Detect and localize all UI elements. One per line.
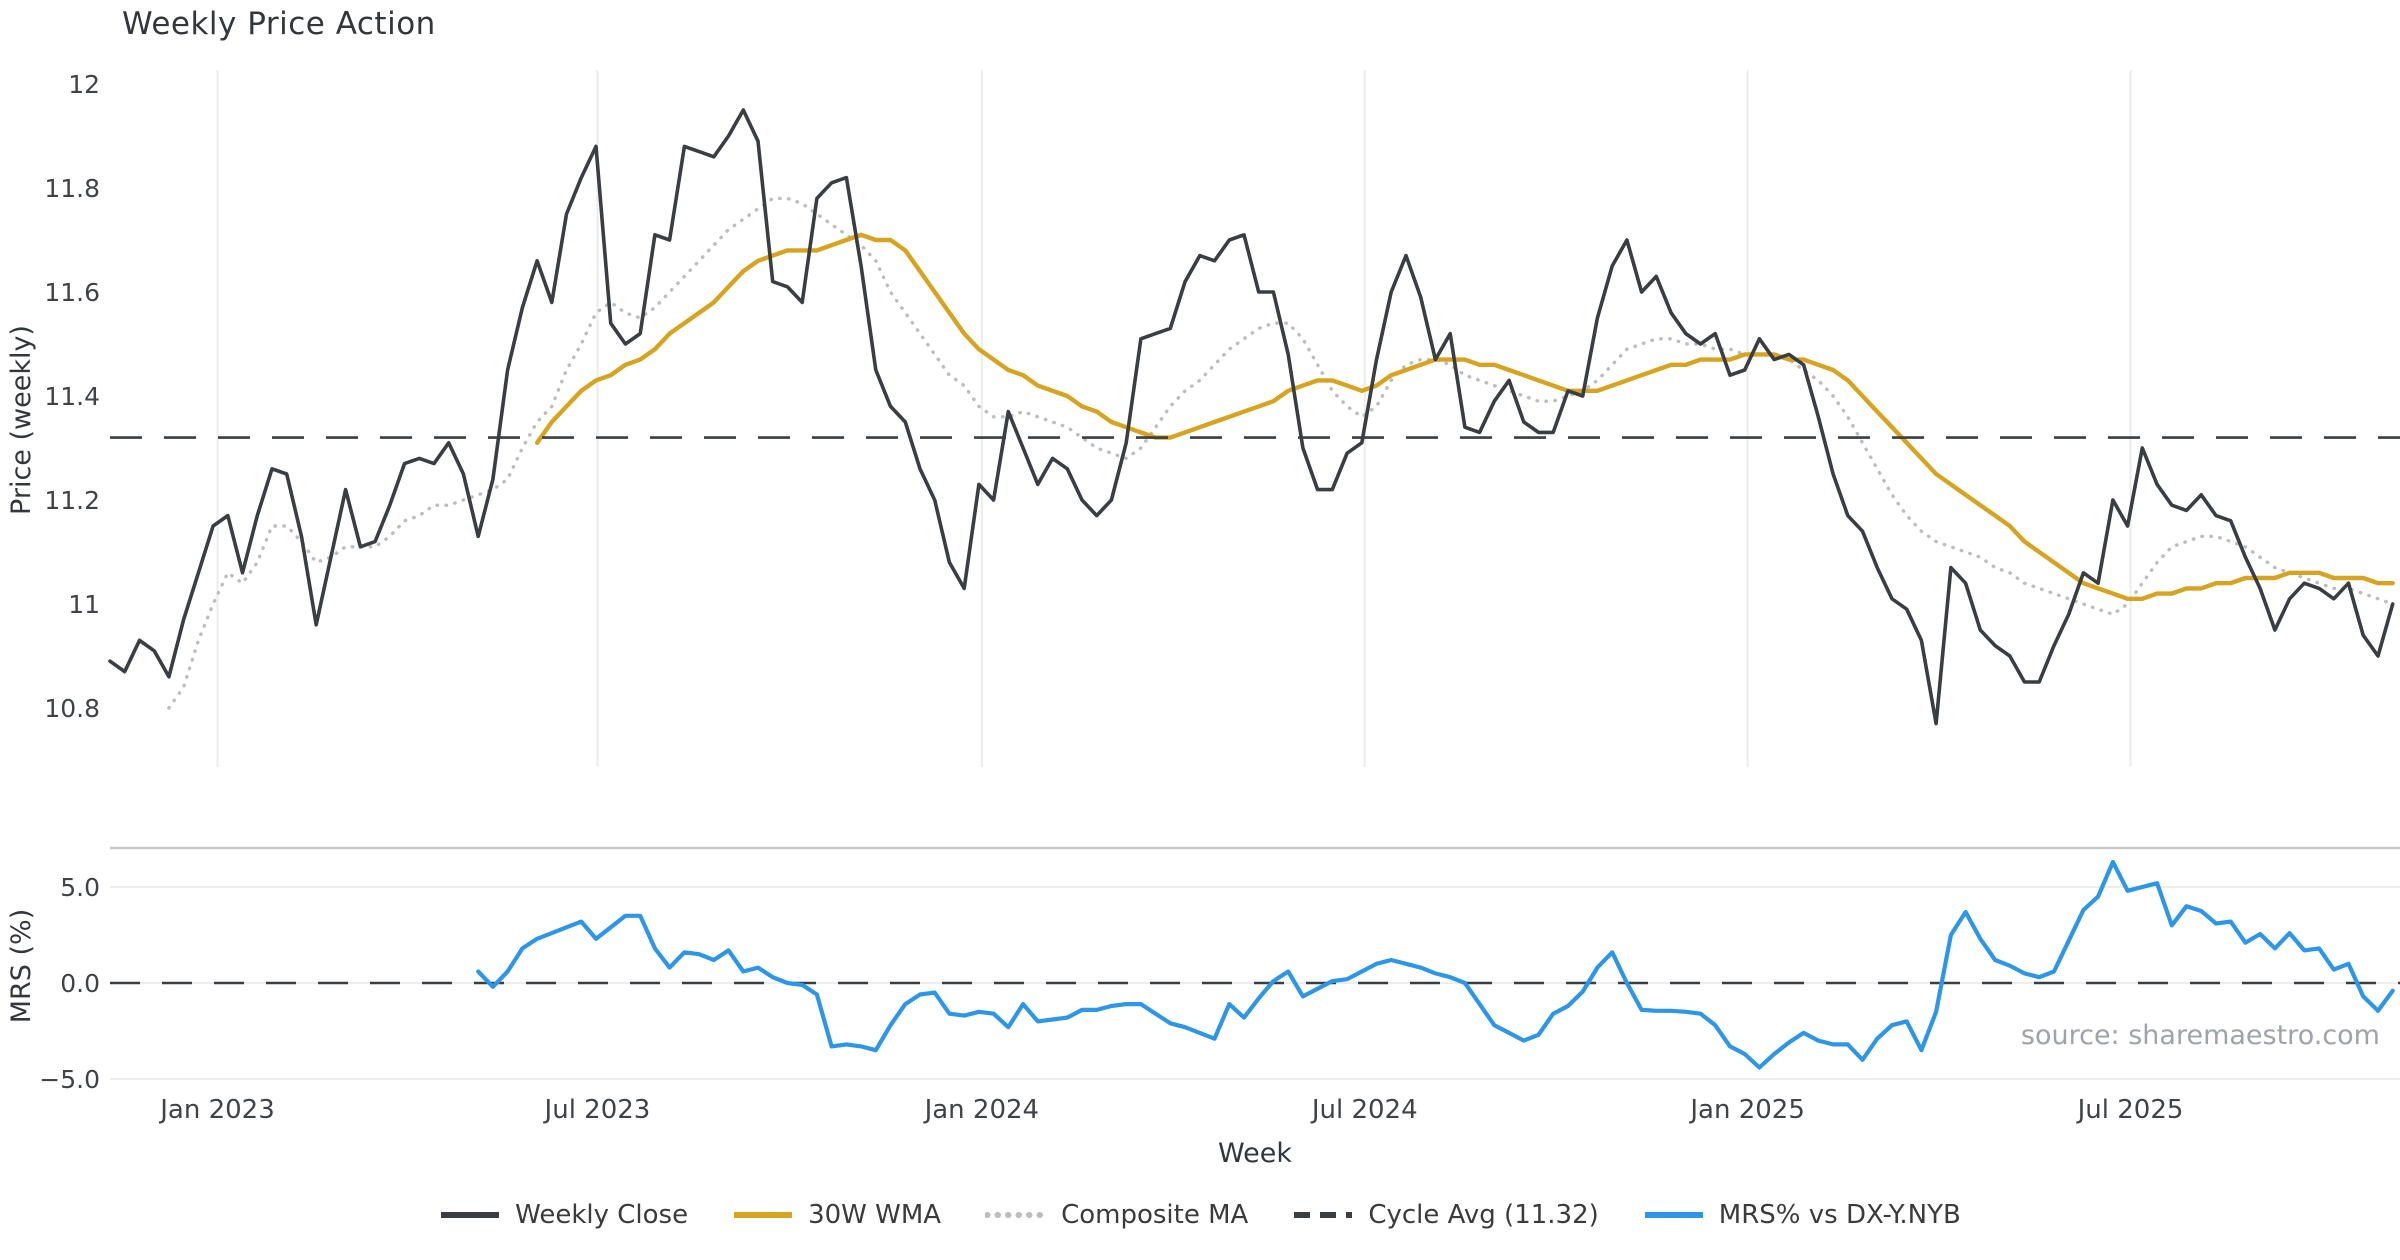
series-30w-wma [534,232,2395,601]
source-watermark: source: sharemaestro.com [2020,1020,2380,1051]
xtick-jul-2025: Jul 2025 [2076,1095,2184,1125]
ytick-price-10.8: 10.8 [44,694,100,723]
xtick-jan-2025: Jan 2025 [1688,1095,1805,1125]
page-title: Weekly Price Action [122,6,436,42]
ytick-price-11.2: 11.2 [44,486,100,515]
legend-item-30w-wma: 30W WMA [732,1200,941,1230]
y-axis-label-price: Price (weekly) [6,325,37,515]
legend-marker [1644,1212,1703,1218]
ytick-price-11: 11 [68,590,100,619]
legend-label: Composite MA [1061,1200,1249,1230]
legend-label: Weekly Close [515,1200,689,1230]
legend-item-cycle-avg-11-32-: Cycle Avg (11.32) [1292,1200,1599,1230]
legend-item-mrs-vs-dx-y-nyb: MRS% vs DX-Y.NYB [1643,1200,1961,1230]
ytick-mrs-0.0: 0.0 [60,969,100,998]
legend-marker [985,1212,1048,1218]
ytick-price-11.8: 11.8 [44,174,100,203]
legend-marker [1294,1212,1353,1218]
x-axis-label: Week [1218,1138,1292,1169]
ytick-price-11.4: 11.4 [44,382,100,411]
ytick-mrs-−5.0: −5.0 [39,1065,100,1094]
series-composite-ma [167,196,2395,710]
legend-label: 30W WMA [808,1200,942,1230]
ytick-mrs-5.0: 5.0 [60,873,100,902]
xtick-jul-2023: Jul 2023 [543,1095,651,1125]
series-weekly-close [108,108,2395,726]
ytick-price-12: 12 [68,70,100,99]
legend-marker [441,1212,500,1218]
ytick-price-11.6: 11.6 [44,278,100,307]
y-axis-label-mrs: MRS (%) [6,909,37,1024]
legend-label: MRS% vs DX-Y.NYB [1718,1200,1961,1230]
xtick-jan-2024: Jan 2024 [923,1095,1040,1125]
legend-label: Cycle Avg (11.32) [1368,1200,1599,1230]
legend-item-composite-ma: Composite MA [985,1200,1248,1230]
xtick-jul-2024: Jul 2024 [1310,1095,1418,1125]
legend: Weekly Close 30W WMA Composite MA Cycle Avg… [0,1200,2400,1230]
xtick-jan-2023: Jan 2023 [158,1095,275,1125]
legend-item-weekly-close: Weekly Close [439,1200,688,1230]
legend-marker [734,1212,793,1218]
series-mrs-vs-dx-y-nyb [476,859,2395,1070]
